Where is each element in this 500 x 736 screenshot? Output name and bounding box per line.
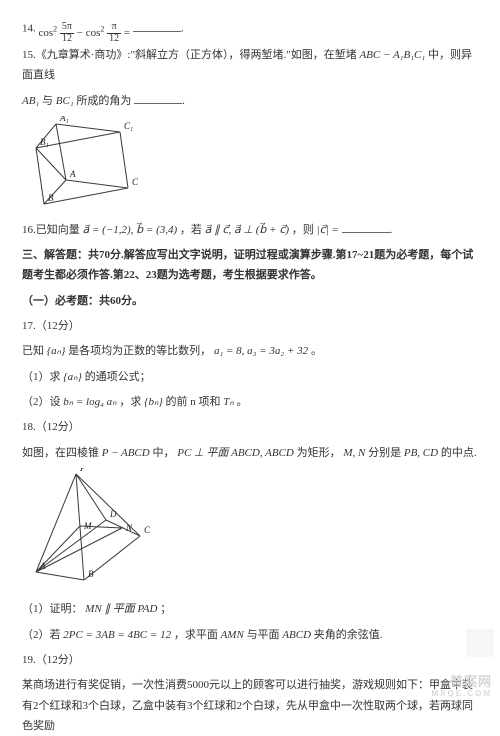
q16: 16.已知向量 a⃗ = (−1,2), b⃗ = (3,4) ，若 a⃗ ∥ …	[22, 220, 478, 240]
svg-text:C₁: C₁	[124, 121, 133, 131]
corner-thumb	[466, 629, 494, 657]
q18-figure: P D C A B M N	[30, 468, 478, 595]
q15-t2: 所成的角为	[76, 95, 131, 107]
q15: 15.《九章算术·商功》:"斜解立方（正方体），得两堑堵."如图，在堑堵 ABC…	[22, 45, 478, 86]
q15-text: 15.《九章算术·商功》:"斜解立方（正方体），得两堑堵."如图，在堑堵	[22, 49, 357, 61]
svg-text:B₁: B₁	[40, 137, 49, 147]
q18-p1b: MN ∥ 平面 PAD	[85, 603, 157, 615]
wm2: MXQE.COM	[432, 689, 492, 699]
svg-text:B: B	[88, 569, 94, 579]
section3-title: 三、解答题：共70分.解答应写出文字说明，证明过程或演算步骤.第17~21题为必…	[22, 245, 478, 286]
f2d: 12	[107, 34, 121, 45]
q15-line2: AB₁ 与 BC₁ 所成的角为 .	[22, 91, 478, 111]
q18-p2a: （2）若	[22, 629, 61, 641]
svg-text:C: C	[144, 525, 151, 535]
q18-l1: 如图，在四棱锥 P − ABCD 中， PC ⊥ 平面 ABCD, ABCD 为…	[22, 443, 478, 463]
q18-p2f: ABCD	[282, 629, 311, 641]
q18-l1h: PB, CD	[404, 447, 438, 459]
q17-p1: （1）求 {aₙ} 的通项公式；	[22, 367, 478, 387]
q18-l1b: P − ABCD	[102, 447, 150, 459]
q15-a: AB₁	[22, 95, 39, 107]
q16-p: 16.已知向量	[22, 224, 80, 236]
q18-p1: （1）证明： MN ∥ 平面 PAD ；	[22, 599, 478, 619]
f2n: π	[107, 22, 121, 34]
q17-p2a: （2）设	[22, 396, 61, 408]
sup1: 2	[53, 24, 57, 33]
q17-p1c: 的通项公式；	[85, 371, 151, 383]
q14: 14. cos2 5π12 − cos2 π12 = .	[22, 18, 478, 40]
cos1: cos	[39, 27, 54, 39]
q15-figure: A₁ C₁ B₁ A C B	[30, 116, 478, 215]
q16-a: a⃗ = (−1,2), b⃗ = (3,4)	[83, 224, 178, 236]
svg-text:C: C	[132, 177, 139, 187]
wm1: 普案网	[432, 674, 492, 690]
svg-text:A: A	[39, 561, 46, 571]
svg-text:B: B	[48, 193, 54, 203]
svg-text:N: N	[125, 523, 133, 533]
q17-p2f: Tₙ	[223, 396, 234, 408]
svg-text:D: D	[109, 509, 117, 519]
q18-head: 18.（12分）	[22, 417, 478, 437]
q17-p1b: {aₙ}	[63, 371, 82, 383]
q14-num: 14.	[22, 23, 36, 35]
q17-cond: a₁ = 8, a₃ = 3a₂ + 32	[214, 345, 308, 357]
q17-b2: 是各项均为正数的等比数列，	[68, 345, 211, 357]
svg-text:P: P	[79, 468, 86, 473]
q18-l1f: M, N	[343, 447, 365, 459]
q16-ask: |c⃗| =	[317, 224, 342, 236]
q17-seq: {aₙ}	[47, 345, 66, 357]
q18-p1c: ；	[160, 603, 171, 615]
q19-l1: 某商场进行有奖促销，一次性消费5000元以上的顾客可以进行抽奖，游戏规则如下：甲…	[22, 675, 478, 736]
sup2: 2	[100, 24, 104, 33]
q18-l1e: 为矩形，	[297, 447, 341, 459]
watermark: 普案网 MXQE.COM	[432, 674, 492, 699]
q17-p2g: 。	[237, 396, 248, 408]
blank-15	[134, 94, 182, 104]
q16-cond: a⃗ ∥ c⃗, a⃗ ⊥ (b⃗ + c⃗)	[205, 224, 289, 236]
svg-text:A: A	[69, 169, 76, 179]
q15-b: BC₁	[56, 95, 74, 107]
blank-16	[342, 223, 390, 233]
blank-14	[133, 22, 181, 32]
q18-l1a: 如图，在四棱锥	[22, 447, 99, 459]
q18-p2e: 与平面	[247, 629, 283, 641]
f1n: 5π	[60, 22, 74, 34]
q15-mid: 与	[42, 95, 56, 107]
svg-text:A₁: A₁	[59, 116, 69, 123]
q17-body: 已知 {aₙ} 是各项均为正数的等比数列， a₁ = 8, a₃ = 3a₂ +…	[22, 341, 478, 361]
q18-p2d: AMN	[221, 629, 244, 641]
q18-p1a: （1）证明：	[22, 603, 83, 615]
q18-l1i: 的中点.	[441, 447, 477, 459]
q15-sym: ABC − A₁B₁C₁	[359, 49, 425, 61]
q17-b3: 。	[311, 345, 322, 357]
q18-p2: （2）若 2PC = 3AB = 4BC = 12 ，求平面 AMN 与平面 A…	[22, 625, 478, 645]
f1d: 12	[60, 34, 74, 45]
q17-p2d: {bₙ}	[144, 396, 163, 408]
q18-p2b: 2PC = 3AB = 4BC = 12	[63, 629, 171, 641]
svg-text:M: M	[83, 521, 92, 531]
q17-p2e: 的前 n 项和	[166, 396, 221, 408]
q17-p2: （2）设 bₙ = log₄ aₙ ，求 {bₙ} 的前 n 项和 Tₙ 。	[22, 392, 478, 412]
q17-p2c: ，求	[119, 396, 141, 408]
q17-b1: 已知	[22, 345, 44, 357]
q17-p1a: （1）求	[22, 371, 61, 383]
q19-head: 19.（12分）	[22, 650, 478, 670]
q18-p2g: 夹角的余弦值.	[314, 629, 383, 641]
q17-p2b: bₙ = log₄ aₙ	[63, 396, 116, 408]
q18-p2c: ，求平面	[174, 629, 221, 641]
section3-sub: （一）必考题：共60分。	[22, 291, 478, 311]
q16-m1: ，若	[180, 224, 205, 236]
q18-l1d: PC ⊥ 平面 ABCD, ABCD	[177, 447, 294, 459]
q18-l1c: 中，	[152, 447, 174, 459]
q17-head: 17.（12分）	[22, 316, 478, 336]
q16-m2: ，则	[292, 224, 317, 236]
eq: =	[124, 27, 133, 39]
minus: − cos	[77, 27, 101, 39]
q18-l1g: 分别是	[368, 447, 404, 459]
